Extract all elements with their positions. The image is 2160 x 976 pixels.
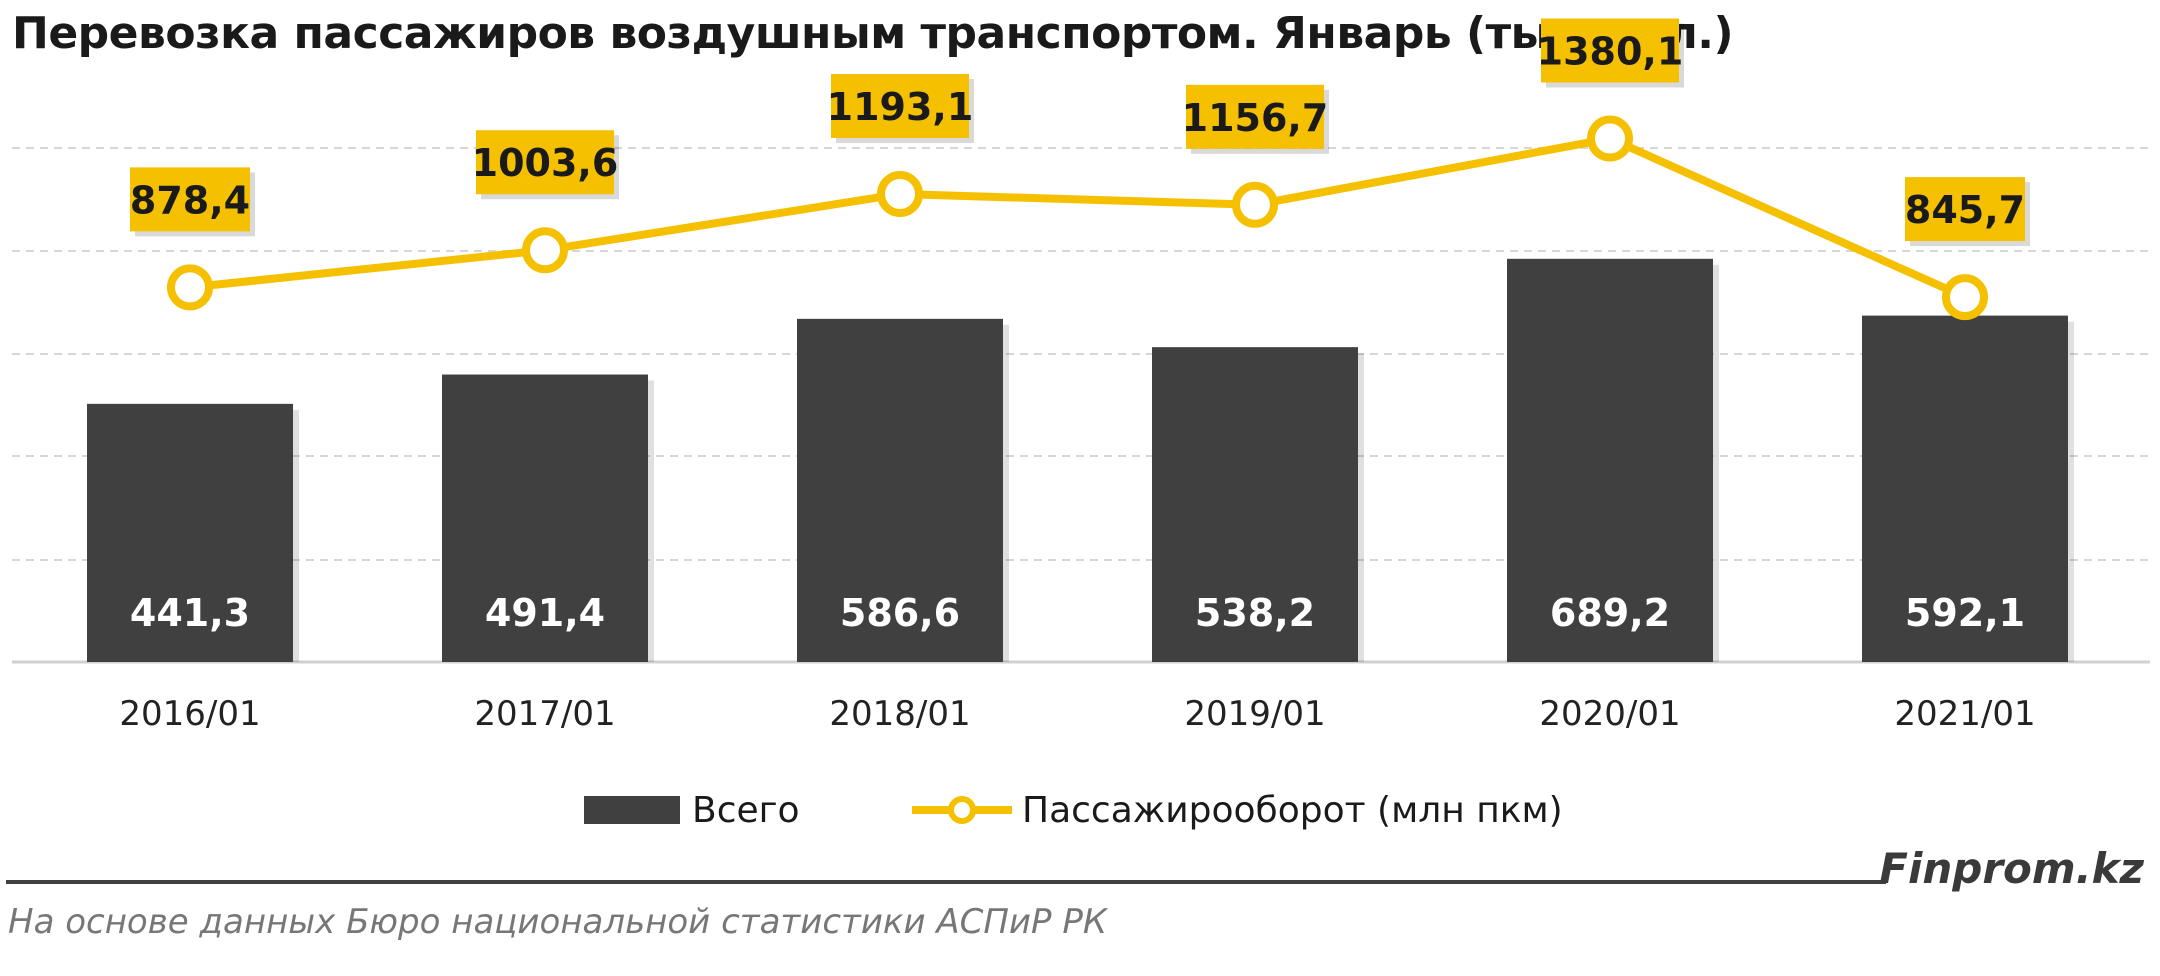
line-marker-2020/01	[1587, 115, 1633, 162]
bar-2018/01	[797, 318, 1003, 662]
x-tick-label: 2020/01	[1539, 694, 1680, 734]
line-label-box	[1905, 177, 2025, 242]
bar-value-label: 441,3	[130, 591, 250, 635]
bar-2019/01	[1152, 347, 1358, 662]
footer-divider	[6, 880, 1886, 884]
source-note: На основе данных Бюро национальной стати…	[8, 902, 1107, 942]
bar-value-label: 592,1	[1905, 591, 2025, 635]
line-value-label: 1003,6	[472, 141, 619, 185]
bar-2021/01	[1862, 315, 2068, 662]
line-marker-2019/01	[1232, 181, 1278, 228]
bar-series: 441,3 491,4 586,6 538,2 689,2 592,1	[87, 258, 2074, 662]
x-tick-label: 2019/01	[1184, 694, 1325, 734]
line-value-label: 878,4	[130, 178, 250, 222]
legend-bar-swatch	[584, 796, 680, 824]
bar-2020/01	[1507, 258, 1713, 662]
line-label-box	[130, 167, 250, 232]
line-marker-2021/01	[1942, 274, 1988, 321]
line-path	[189, 134, 1967, 301]
line-value-label: 1380,1	[1537, 30, 1684, 74]
line-value-label: 845,7	[1905, 188, 2025, 232]
line-label-box	[1186, 84, 1324, 149]
legend-bar-label: Всего	[692, 790, 800, 831]
x-axis-ticks: 2016/01 2017/01 2018/01 2019/01 2020/01 2021/…	[119, 694, 2035, 734]
line-value-label: 1156,7	[1182, 96, 1329, 140]
x-tick-label: 2021/01	[1894, 694, 2035, 734]
line-value-label: 1193,1	[827, 85, 974, 129]
line-label-box	[476, 130, 614, 195]
line-label-box	[1541, 18, 1679, 83]
line-marker-2018/01	[877, 171, 923, 218]
legend-line-label: Пассажирооборот (млн пкм)	[1022, 790, 1563, 831]
legend: Всего Пассажирооборот (млн пкм)	[584, 790, 1563, 831]
line-marker-2016/01	[167, 264, 213, 311]
line-label-box	[831, 74, 969, 139]
line-marker-2017/01	[522, 227, 568, 274]
x-tick-label: 2018/01	[829, 694, 970, 734]
bar-value-label: 689,2	[1550, 591, 1670, 635]
bar-value-label: 586,6	[840, 591, 960, 635]
bar-2017/01	[442, 374, 648, 662]
bar-value-label: 538,2	[1195, 591, 1315, 635]
chart-title: Перевозка пассажиров воздушным транспорт…	[12, 8, 1734, 59]
line-series: 878,4 1003,6 1193,1 1156,7 1380,1 845,7	[130, 18, 2030, 321]
bar-2016/01	[87, 403, 293, 662]
bar-value-label: 491,4	[485, 591, 605, 635]
gridlines	[12, 147, 2150, 561]
x-tick-label: 2017/01	[474, 694, 615, 734]
legend-line-marker	[948, 796, 976, 824]
brand-logo-text: Finprom.kz	[1879, 844, 2144, 893]
x-tick-label: 2016/01	[119, 694, 260, 734]
